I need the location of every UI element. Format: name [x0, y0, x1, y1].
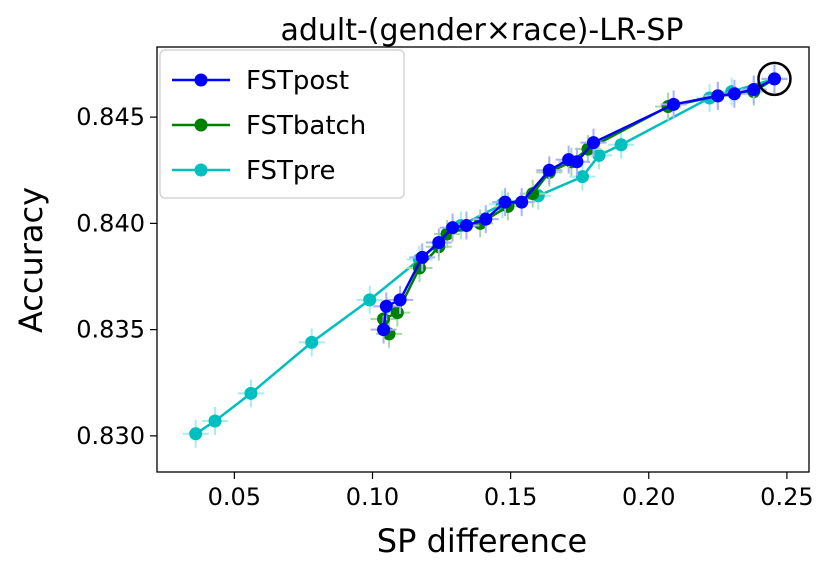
data-point [208, 414, 222, 428]
data-point [432, 236, 446, 249]
data-point [570, 155, 584, 169]
series-FSTbatch [370, 64, 788, 348]
data-point [305, 335, 319, 349]
legend-box [159, 49, 405, 199]
legend-item-FSTpre: FSTpre [172, 156, 336, 186]
x-axis-label: SP difference [377, 522, 587, 560]
data-point [592, 148, 606, 162]
series-FSTpost [370, 64, 788, 344]
highlight-circle [757, 61, 792, 97]
y-axis-label: Accuracy [12, 187, 50, 333]
data-point [575, 170, 589, 184]
series-line [382, 77, 776, 330]
y-tick-label: 0.830 [76, 422, 145, 450]
x-tick-label: 0.15 [484, 483, 537, 511]
data-point [244, 386, 258, 400]
data-point [587, 136, 601, 150]
legend-label: FSTpre [246, 156, 336, 186]
legend-item-FSTpost: FSTpost [172, 66, 349, 96]
data-point [189, 427, 203, 441]
data-point [393, 293, 407, 307]
x-tick-label: 0.25 [760, 483, 813, 511]
data-point [390, 306, 404, 320]
data-point [542, 163, 556, 177]
legend-marker [194, 118, 208, 132]
data-point [614, 138, 628, 152]
data-point [363, 293, 377, 307]
data-point [711, 89, 725, 103]
data-point [727, 87, 741, 101]
axis-ticks: 0.05 0.10 0.15 0.20 0.25 0.830 0.835 0.840 0.845 [76, 103, 813, 511]
data-point [459, 219, 473, 232]
legend: FSTpost FSTbatch FSTpre [159, 49, 405, 199]
data-point [667, 97, 681, 111]
legend-item-FSTbatch: FSTbatch [172, 111, 366, 141]
x-tick-label: 0.20 [622, 483, 675, 511]
data-point [379, 299, 393, 313]
data-point [526, 187, 540, 201]
legend-label: FSTbatch [246, 111, 366, 141]
chart-title: adult-(gender×race)-LR-SP [280, 13, 683, 48]
x-tick-label: 0.05 [208, 483, 261, 511]
data-point [479, 212, 493, 226]
data-point [415, 250, 429, 264]
x-tick-label: 0.10 [346, 483, 399, 511]
plot-area [182, 61, 792, 448]
data-point [446, 221, 460, 235]
legend-marker [194, 163, 208, 177]
y-tick-label: 0.835 [76, 316, 145, 344]
data-point [515, 195, 529, 209]
data-point [767, 72, 781, 86]
data-point [498, 195, 512, 209]
legend-marker [194, 73, 208, 87]
series-line [381, 77, 776, 335]
data-point [377, 323, 391, 337]
y-tick-label: 0.845 [76, 103, 145, 131]
legend-label: FSTpost [246, 66, 349, 96]
plot-frame [156, 46, 810, 473]
data-point [747, 83, 761, 96]
y-tick-label: 0.840 [76, 209, 145, 237]
